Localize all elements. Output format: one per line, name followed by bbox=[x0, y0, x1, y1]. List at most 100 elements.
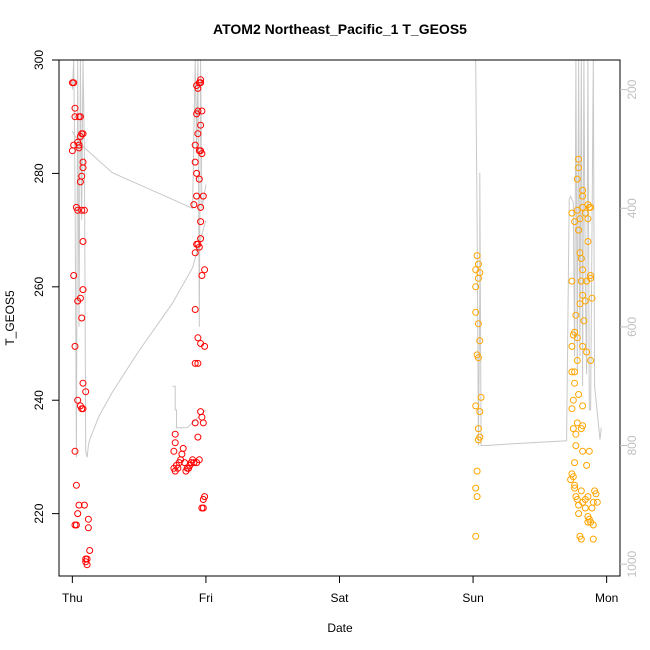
data-point bbox=[575, 155, 583, 163]
data-point bbox=[191, 306, 199, 313]
plot-inner bbox=[68, 60, 602, 569]
data-point bbox=[589, 535, 597, 543]
data-point bbox=[593, 498, 601, 506]
x-axis-label: Date bbox=[327, 621, 353, 635]
data-point bbox=[568, 209, 576, 217]
data-point bbox=[572, 430, 580, 438]
data-point bbox=[191, 158, 199, 166]
data-point bbox=[472, 283, 480, 291]
data-point bbox=[178, 450, 186, 458]
data-point bbox=[575, 391, 583, 398]
data-point bbox=[572, 311, 580, 319]
data-point bbox=[78, 314, 86, 322]
data-point bbox=[575, 501, 583, 509]
data-point bbox=[567, 476, 575, 484]
data-point bbox=[70, 272, 78, 279]
x-axis-ticks: Thu Fri Sat Sun Mon bbox=[62, 576, 618, 605]
data-point bbox=[584, 493, 592, 501]
data-point bbox=[198, 272, 206, 279]
data-point bbox=[473, 467, 481, 475]
data-point bbox=[79, 286, 87, 294]
y-tick-label: 240 bbox=[32, 390, 46, 410]
data-point bbox=[74, 297, 82, 305]
data-point bbox=[575, 164, 583, 172]
y-tick-label: 260 bbox=[32, 276, 46, 296]
data-point bbox=[579, 266, 587, 274]
plot-area bbox=[68, 60, 602, 569]
data-point bbox=[199, 504, 207, 512]
altitude-trace-segment bbox=[172, 385, 207, 429]
data-point bbox=[190, 201, 198, 209]
y2-tick-label: 400 bbox=[625, 198, 639, 218]
data-point bbox=[79, 379, 87, 387]
data-point bbox=[583, 277, 591, 285]
data-point bbox=[573, 419, 581, 427]
data-point bbox=[583, 348, 591, 356]
data-point bbox=[191, 359, 199, 367]
data-point bbox=[474, 274, 482, 282]
data-point bbox=[84, 524, 92, 532]
data-point bbox=[571, 484, 579, 492]
data-point bbox=[571, 379, 579, 387]
x-tick-label: Mon bbox=[595, 591, 618, 605]
y2-tick-label: 800 bbox=[625, 435, 639, 455]
data-point bbox=[198, 150, 206, 158]
data-point bbox=[71, 104, 79, 112]
data-point bbox=[588, 504, 596, 512]
y-tick-label: 280 bbox=[32, 163, 46, 183]
altitude-trace-segment bbox=[71, 60, 207, 458]
data-point bbox=[579, 422, 587, 430]
data-point bbox=[571, 459, 579, 467]
data-point bbox=[75, 144, 83, 152]
data-point bbox=[71, 447, 79, 455]
data-point bbox=[171, 439, 179, 447]
data-point bbox=[588, 294, 596, 302]
data-point bbox=[579, 291, 587, 299]
y-axis-ticks: 220 240 260 280 300 bbox=[32, 50, 59, 524]
data-point bbox=[568, 368, 576, 376]
data-point bbox=[581, 209, 589, 217]
data-point bbox=[472, 402, 480, 410]
data-point bbox=[474, 425, 482, 433]
data-point bbox=[195, 243, 203, 251]
data-point bbox=[577, 487, 585, 495]
data-point bbox=[472, 484, 480, 492]
data-point bbox=[576, 300, 584, 308]
data-point bbox=[587, 518, 595, 526]
altitude-trace-segment bbox=[475, 60, 602, 446]
data-point bbox=[79, 405, 87, 413]
data-point bbox=[74, 206, 82, 214]
data-point bbox=[473, 493, 481, 501]
data-point bbox=[197, 408, 205, 416]
data-point bbox=[75, 141, 83, 149]
data-point bbox=[592, 490, 600, 498]
data-point bbox=[194, 334, 202, 342]
data-point bbox=[577, 255, 585, 262]
data-point bbox=[171, 430, 179, 438]
data-point bbox=[80, 501, 88, 509]
data-point bbox=[568, 277, 576, 285]
data-point bbox=[194, 130, 202, 138]
data-point bbox=[581, 297, 589, 305]
y-axis-label: T_GEOS5 bbox=[3, 290, 17, 346]
y2-tick-label: 200 bbox=[625, 79, 639, 99]
data-point bbox=[72, 481, 80, 489]
data-point bbox=[197, 203, 205, 211]
data-point bbox=[589, 498, 597, 506]
data-point bbox=[569, 396, 577, 404]
data-point bbox=[195, 79, 203, 87]
data-point bbox=[75, 113, 83, 121]
data-point bbox=[170, 464, 178, 472]
altitude-trace-segment bbox=[71, 60, 207, 327]
data-point bbox=[193, 169, 201, 177]
y-tick-label: 300 bbox=[32, 50, 46, 70]
data-point bbox=[472, 308, 480, 316]
data-point bbox=[585, 447, 593, 455]
y2-tick-label: 600 bbox=[625, 317, 639, 337]
x-tick-label: Thu bbox=[62, 591, 83, 605]
x-tick-label: Sun bbox=[462, 591, 483, 605]
data-point bbox=[472, 532, 480, 540]
data-point bbox=[579, 203, 587, 211]
data-point bbox=[568, 405, 576, 413]
chart-title: ATOM2 Northeast_Pacific_1 T_GEOS5 bbox=[213, 21, 467, 37]
